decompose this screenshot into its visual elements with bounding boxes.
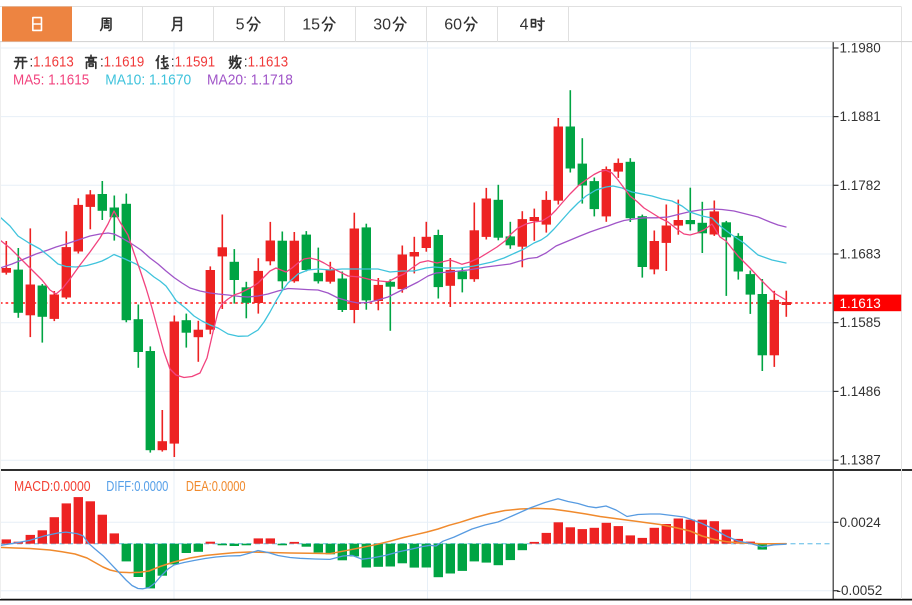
svg-text::1.1613: :1.1613	[30, 54, 74, 71]
svg-text::1.1591: :1.1591	[171, 54, 215, 71]
svg-text:1.1387: 1.1387	[840, 453, 881, 468]
svg-text:1.1980: 1.1980	[840, 41, 881, 56]
svg-text:60: 60	[444, 17, 462, 34]
svg-text:5: 5	[236, 17, 245, 34]
svg-text:4: 4	[520, 17, 529, 34]
svg-text:MA5: 1.1615: MA5: 1.1615	[13, 71, 89, 88]
svg-text::1.1619: :1.1619	[100, 54, 144, 71]
svg-text:DIFF:0.0000: DIFF:0.0000	[106, 478, 168, 495]
svg-text:1.1881: 1.1881	[840, 109, 881, 124]
svg-text:0.0024: 0.0024	[840, 515, 882, 530]
svg-text:MACD:0.0000: MACD:0.0000	[14, 478, 91, 495]
svg-text::1.1613: :1.1613	[244, 54, 288, 71]
svg-text:1.1782: 1.1782	[840, 178, 881, 193]
svg-text:1.1486: 1.1486	[840, 384, 881, 399]
svg-text:MA20: 1.1718: MA20: 1.1718	[207, 71, 293, 88]
svg-text:DEA:0.0000: DEA:0.0000	[186, 478, 246, 495]
svg-text:15: 15	[302, 17, 320, 34]
svg-text:1.1683: 1.1683	[840, 247, 881, 262]
svg-text:1.1585: 1.1585	[840, 315, 881, 330]
svg-text:-0.0052: -0.0052	[837, 583, 883, 598]
svg-text:MA10: 1.1670: MA10: 1.1670	[105, 71, 191, 88]
svg-text:30: 30	[373, 17, 391, 34]
svg-text:1.1613: 1.1613	[840, 296, 881, 311]
